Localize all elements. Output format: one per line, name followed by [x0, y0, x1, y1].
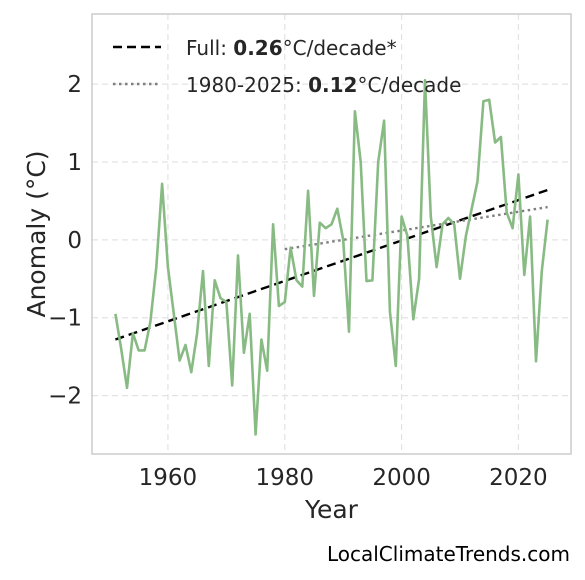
x-tick-label: 2020 [489, 465, 548, 491]
plot-frame [91, 13, 572, 455]
trend-line-full [115, 188, 548, 341]
x-tick-labels: 1960 1980 2000 2020 [139, 465, 548, 491]
trend-lines [115, 188, 548, 341]
legend-recent-suffix: °C/decade [357, 73, 461, 97]
legend: Full: 0.26°C/decade* 1980-2025: 0.12°C/d… [113, 36, 461, 97]
legend-full-suffix: °C/decade* [283, 36, 397, 60]
legend-full-prefix: Full: [186, 36, 233, 60]
y-tick-label: 1 [67, 150, 82, 176]
legend-recent-value: 0.12 [308, 73, 357, 97]
anomaly-series-line [114, 78, 549, 436]
x-tick-label: 1960 [139, 465, 198, 491]
legend-entry-recent: 1980-2025: 0.12°C/decade [186, 73, 461, 97]
y-axis-title: Anomaly (°C) [22, 150, 51, 317]
legend-full-value: 0.26 [233, 36, 282, 60]
y-tick-label: 2 [67, 72, 82, 98]
y-tick-labels: −2 −1 0 1 2 [48, 72, 82, 410]
x-axis-title: Year [304, 495, 359, 524]
x-tick-label: 2000 [372, 465, 431, 491]
data-series [114, 78, 549, 436]
y-tick-label: −1 [48, 306, 82, 332]
y-tick-label: −2 [48, 384, 82, 410]
legend-entry-full: Full: 0.26°C/decade* [186, 36, 397, 60]
y-tick-label: 0 [67, 228, 82, 254]
legend-recent-prefix: 1980-2025: [186, 73, 308, 97]
x-tick-label: 1980 [255, 465, 314, 491]
trend-line-recent [284, 205, 548, 251]
watermark: LocalClimateTrends.com [327, 542, 570, 566]
